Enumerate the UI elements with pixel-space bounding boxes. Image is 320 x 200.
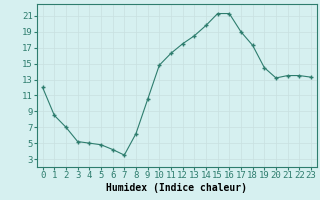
X-axis label: Humidex (Indice chaleur): Humidex (Indice chaleur) [106, 183, 247, 193]
